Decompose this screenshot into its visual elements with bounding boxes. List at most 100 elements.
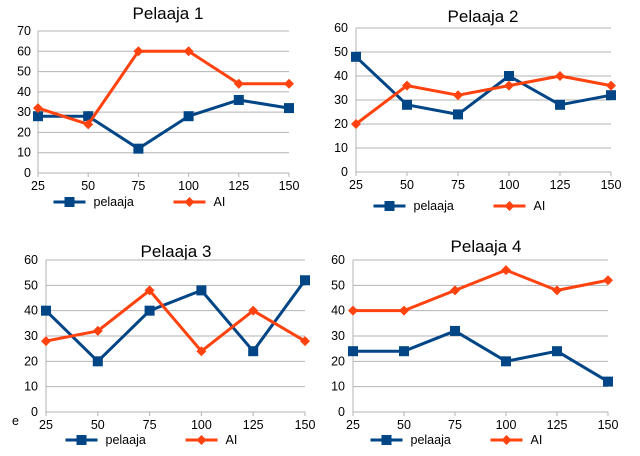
- chart-3-series-2-point: [300, 336, 310, 347]
- chart-3-x-tick-label: 25: [39, 418, 53, 432]
- chart-2-x-tick-label: 150: [601, 178, 622, 192]
- chart-1-x-tick-label: 150: [279, 179, 300, 193]
- chart-2-x-tick-label: 75: [451, 178, 465, 192]
- chart-2-series-1-line: [354, 55, 612, 116]
- chart-4-legend-2-label: AI: [531, 433, 543, 447]
- chart-4-legend-2-swatch-marker: [501, 435, 512, 445]
- chart-1-y-tick-label: 60: [17, 44, 31, 58]
- chart-4-series-2-point: [603, 275, 613, 286]
- chart-2: Pelaaja 2 0 10 20 30 40 50 60 25 50 75 100 125 150 pel…: [334, 7, 621, 213]
- chart-1-series-2-point: [284, 78, 294, 89]
- chart-2-title: Pelaaja 2: [448, 7, 519, 26]
- chart-4-series-2-point: [501, 265, 511, 276]
- chart-1-series-2-point: [183, 46, 194, 57]
- chart-4-x-tick-label: 100: [496, 418, 517, 432]
- chart-1-y-tick-label: 10: [17, 146, 31, 160]
- chart-2-series-2-point: [453, 90, 463, 101]
- chart-1-legend-1-swatch-marker: [64, 197, 75, 207]
- chart-1-y-tick-label: 50: [17, 65, 31, 79]
- chart-1-y-tick-label: 20: [17, 125, 31, 139]
- chart-3-series-1-point: [144, 305, 155, 316]
- chart-3-series-2-line: [45, 288, 306, 353]
- chart-4-series-1-point: [399, 346, 409, 357]
- chart-4-y-tick-label: 20: [331, 354, 345, 368]
- chart-1-series-1-point: [33, 111, 43, 122]
- chart-4-series-1-point: [450, 325, 460, 336]
- chart-4-x-tick-label: 50: [397, 418, 411, 432]
- chart-3-x-tick-label: 100: [191, 418, 212, 432]
- chart-2-series-2-point: [351, 119, 361, 129]
- chart-1-series-2-line: [37, 49, 289, 126]
- chart-1-series-2-point: [133, 46, 144, 57]
- chart-3-y-tick-label: 0: [31, 405, 38, 419]
- chart-1-legend-2-label: AI: [214, 195, 226, 209]
- chart-1-series-1-line: [38, 98, 290, 151]
- chart-4-legend-1-label: pelaaja: [411, 433, 451, 447]
- chart-1-x-tick-label: 75: [131, 179, 145, 193]
- chart-3-legend-2-swatch-marker: [196, 435, 207, 445]
- chart-1-x-tick-label: 25: [31, 179, 45, 193]
- chart-2-legend-1-label: pelaaja: [414, 199, 454, 213]
- chart-3-x-tick-label: 125: [243, 418, 264, 432]
- chart-2-series-1-point: [606, 90, 616, 101]
- chart-4-legend-1-swatch-marker: [381, 435, 392, 445]
- chart-3-legend-2-label: AI: [226, 433, 238, 447]
- chart-4-series-1-point: [348, 346, 358, 357]
- stray-text-e: e: [12, 414, 19, 428]
- chart-3-x-tick-label: 50: [91, 418, 105, 432]
- chart-1-series-2-point: [33, 103, 43, 114]
- chart-3-series-2-point: [41, 336, 51, 347]
- chart-4-y-tick-label: 40: [331, 304, 345, 318]
- chart-4: Pelaaja 4 0 10 20 30 40 50 60 25 50 75 100 125 150 pel…: [331, 237, 618, 447]
- chart-2-y-tick-label: 10: [334, 141, 348, 155]
- chart-4-x-tick-label: 75: [448, 418, 462, 432]
- chart-3-series-2-point: [92, 325, 103, 336]
- chart-3-y-tick-label: 40: [24, 304, 38, 318]
- chart-4-title: Pelaaja 4: [451, 237, 522, 256]
- chart-3: Pelaaja 3 0 10 20 30 40 50 60 25 50 75 100 125 150 pel…: [24, 242, 315, 447]
- chart-3-series-1-point: [196, 285, 207, 296]
- chart-4-series-1-point: [552, 346, 562, 357]
- chart-1-x-tick-label: 100: [178, 179, 199, 193]
- chart-4-series-1-point: [603, 376, 613, 387]
- chart-3-legend-1-swatch-marker: [76, 435, 87, 445]
- chart-3-series-2-point: [196, 346, 207, 357]
- chart-2-series-2-line: [355, 74, 612, 126]
- chart-1-series-1-point: [133, 143, 144, 154]
- chart-1-y-tick-label: 30: [17, 105, 31, 119]
- chart-4-series-2-point: [399, 305, 409, 316]
- chart-3-legend-1-label: pelaaja: [106, 433, 146, 447]
- chart-2-x-tick-label: 25: [349, 178, 363, 192]
- chart-3-series-2-point: [144, 285, 155, 296]
- chart-2-y-tick-label: 50: [334, 45, 348, 59]
- chart-4-series-2-point: [450, 285, 460, 296]
- chart-4-y-tick-label: 60: [331, 253, 345, 267]
- chart-3-y-tick-label: 10: [24, 380, 38, 394]
- chart-2-series-1-point: [453, 109, 463, 120]
- chart-3-title: Pelaaja 3: [141, 242, 212, 261]
- chart-2-x-tick-label: 125: [550, 178, 571, 192]
- chart-3-y-tick-label: 60: [24, 253, 38, 267]
- chart-4-series-2-point: [552, 285, 562, 296]
- chart-2-series-1-point: [555, 99, 565, 110]
- chart-1-legend-2-swatch-marker: [184, 197, 195, 207]
- chart-4-y-tick-label: 50: [331, 278, 345, 292]
- chart-3-x-tick-label: 75: [143, 418, 157, 432]
- chart-1-y-tick-label: 40: [17, 85, 31, 99]
- chart-1-x-tick-label: 125: [228, 179, 249, 193]
- chart-1-series-1-point: [233, 94, 244, 105]
- chart-2-series-2-point: [555, 71, 565, 81]
- chart-4-series-2-line: [353, 268, 609, 313]
- chart-3-y-tick-label: 50: [24, 278, 38, 292]
- chart-1-series-2-point: [83, 119, 94, 130]
- chart-3-y-tick-label: 30: [24, 329, 38, 343]
- chart-3-series-1-point: [248, 346, 259, 357]
- chart-2-series-2-point: [606, 80, 616, 91]
- chart-1-y-tick-label: 0: [24, 166, 31, 180]
- chart-2-y-tick-label: 20: [334, 117, 348, 131]
- chart-4-series-2-point: [348, 305, 358, 316]
- chart-2-y-tick-label: 30: [334, 93, 348, 107]
- chart-2-series-1-point: [402, 99, 412, 110]
- chart-2-legend-2-label: AI: [534, 199, 546, 213]
- chart-4-series-1-point: [501, 356, 511, 367]
